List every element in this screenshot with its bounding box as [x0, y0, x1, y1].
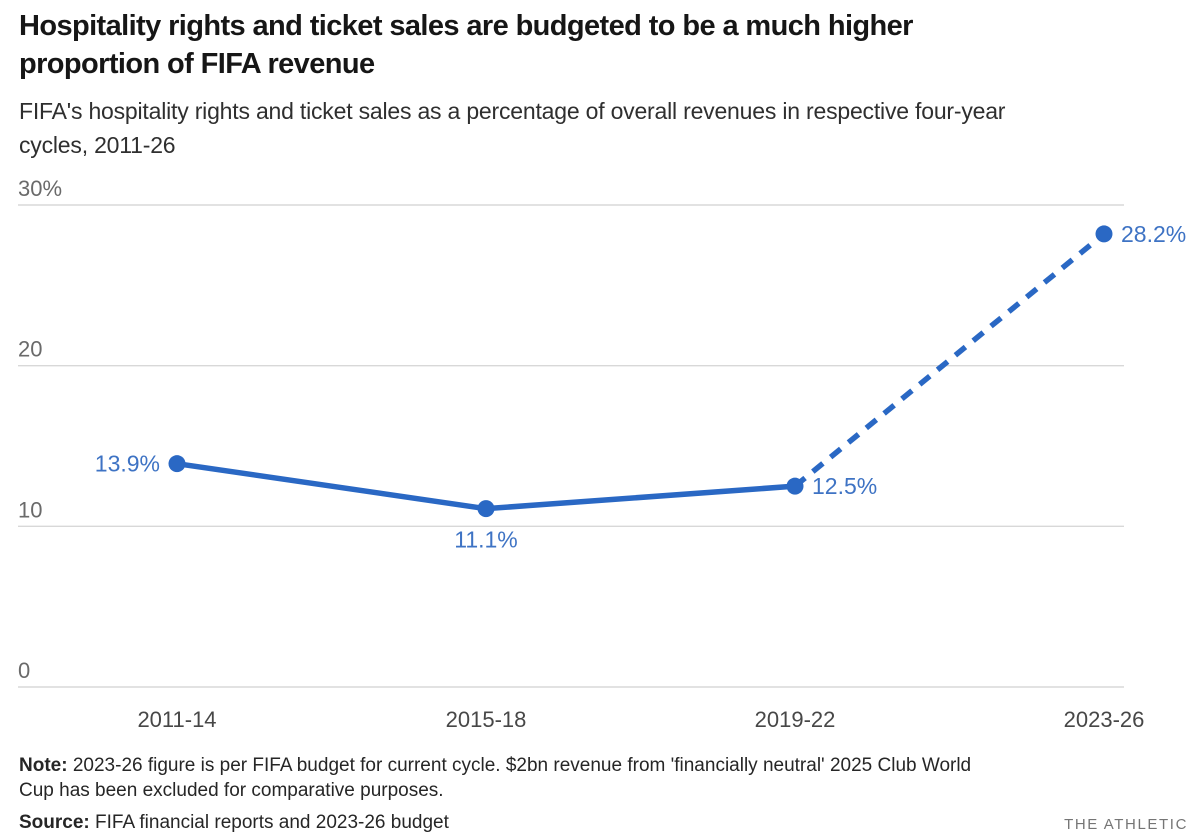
series-segment-solid	[483, 483, 798, 512]
data-point-label: 13.9%	[95, 451, 160, 477]
y-axis-tick-label: 0	[18, 658, 30, 683]
x-axis-tick-label: 2023-26	[1064, 707, 1145, 732]
data-point-label: 11.1%	[454, 527, 518, 553]
note-text-line1: 2023-26 figure is per FIFA budget for cu…	[72, 755, 972, 776]
source-label: Source:	[19, 812, 90, 833]
y-axis-tick-label: 30%	[18, 176, 62, 201]
note-text-line2: Cup has been excluded for comparative pu…	[19, 780, 444, 801]
data-point	[477, 500, 495, 518]
chart-title: Hospitality rights and ticket sales are …	[19, 7, 1186, 83]
source-row: Source: FIFA financial reports and 2023-…	[19, 810, 1188, 835]
data-point	[786, 477, 804, 495]
chart-footer: Note: 2023-26 figure is per FIFA budget …	[19, 753, 1188, 835]
chart-title-line2: proportion of FIFA revenue	[19, 48, 375, 80]
data-point-label: 12.5%	[812, 473, 877, 499]
note-label: Note:	[19, 755, 68, 776]
series-segment-dashed	[793, 231, 1106, 489]
y-axis-tick-label: 20	[18, 337, 42, 362]
series-segment-solid	[174, 460, 489, 512]
data-point-label: 28.2%	[1121, 221, 1186, 247]
publisher-logo: THE ATHLETIC	[1064, 816, 1188, 833]
chart-source: Source: FIFA financial reports and 2023-…	[19, 810, 1188, 835]
source-text: FIFA financial reports and 2023-26 budge…	[95, 812, 449, 833]
chart-note: Note: 2023-26 figure is per FIFA budget …	[19, 753, 1188, 803]
data-point	[168, 455, 186, 473]
chart-subtitle: FIFA's hospitality rights and ticket sal…	[19, 94, 1186, 162]
x-axis-tick-label: 2019-22	[755, 707, 836, 732]
line-chart: 0 10 20 30% 2011-14 2015-18 2019-22 2023-26 13.9…	[18, 176, 1186, 732]
data-point	[1095, 225, 1113, 243]
chart-title-line1: Hospitality rights and ticket sales are …	[19, 10, 913, 42]
x-axis-tick-label: 2011-14	[137, 707, 216, 732]
y-axis-tick-label: 10	[18, 497, 42, 522]
chart-subtitle-line1: FIFA's hospitality rights and ticket sal…	[19, 98, 1006, 124]
chart-header: Hospitality rights and ticket sales are …	[19, 7, 1186, 162]
chart-subtitle-line2: cycles, 2011-26	[19, 132, 176, 158]
x-axis-tick-label: 2015-18	[446, 707, 527, 732]
